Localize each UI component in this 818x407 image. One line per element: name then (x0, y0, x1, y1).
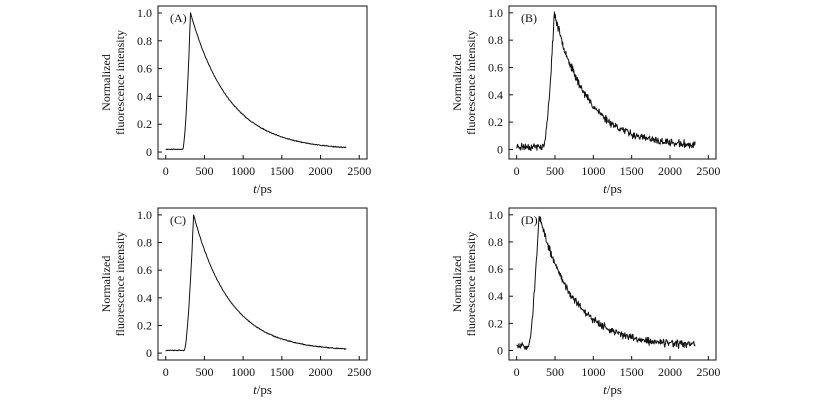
y-tick-label: 1.0 (137, 208, 152, 222)
panel-1: 0 500 1000 1500 2000 2500 0 0.2 0.4 0.6 0.8 1.0 (A) t… (99, 5, 371, 196)
y-tick-label: 0.8 (137, 34, 152, 48)
x-axis-variable: t (253, 382, 257, 397)
y-tick-label: 0.2 (488, 316, 503, 330)
x-tick-label: 1500 (620, 365, 644, 379)
panel-label: (C) (170, 213, 186, 227)
y-tick-label: 0 (146, 145, 152, 159)
y-axis-title-line2: fluorescence intensity (464, 232, 478, 337)
x-axis-title: t/ps (603, 181, 622, 196)
y-axis-title-line1: Normalized (99, 54, 113, 111)
y-tick-label: 0.2 (137, 117, 152, 131)
panel-label: (B) (521, 11, 537, 25)
y-tick-label: 0 (497, 142, 503, 156)
panel-4: 0 500 1000 1500 2000 2500 0 0.2 0.4 0.6 0.8 1.0 (D) t… (450, 207, 720, 397)
y-tick-label: 0.2 (137, 318, 152, 332)
series-line (516, 215, 696, 351)
x-tick-label: 2000 (309, 164, 333, 178)
y-axis-title-line2: fluorescence intensity (464, 30, 478, 135)
x-tick-label: 500 (546, 365, 564, 379)
y-tick-label: 0.6 (488, 60, 503, 74)
y-tick-label: 0.6 (137, 62, 152, 76)
x-axis-title: t/ps (603, 382, 622, 397)
x-axis-title: t/ps (253, 382, 272, 397)
x-tick-label: 1500 (620, 164, 644, 178)
y-axis-title-line2: fluorescence intensity (113, 30, 127, 135)
plot-frame (508, 207, 717, 361)
x-tick-label: 0 (514, 164, 520, 178)
x-tick-label: 2500 (696, 164, 720, 178)
x-tick-label: 2000 (658, 164, 682, 178)
x-tick-label: 2500 (347, 164, 371, 178)
y-axis-title-line1: Normalized (450, 54, 464, 111)
panel-3: 0 500 1000 1500 2000 2500 0 0.2 0.4 0.6 0.8 1.0 (C) t… (99, 207, 371, 397)
x-axis-unit: /ps (607, 181, 622, 196)
y-tick-label: 0 (497, 344, 503, 358)
y-axis-title-line2: fluorescence intensity (113, 232, 127, 337)
y-tick-label: 0.8 (488, 33, 503, 47)
x-tick-label: 2000 (658, 365, 682, 379)
plot-frame (508, 5, 717, 160)
series-line (165, 12, 347, 151)
x-axis-unit: /ps (257, 181, 272, 196)
y-tick-label: 0 (146, 346, 152, 360)
y-tick-label: 1.0 (488, 6, 503, 20)
x-tick-label: 2500 (696, 365, 720, 379)
y-tick-label: 0.8 (137, 236, 152, 250)
x-tick-label: 1000 (231, 164, 255, 178)
x-tick-label: 0 (514, 365, 520, 379)
x-tick-label: 1000 (581, 365, 605, 379)
y-tick-label: 0.4 (137, 291, 152, 305)
x-tick-label: 0 (163, 365, 169, 379)
x-tick-label: 500 (195, 365, 213, 379)
x-tick-label: 500 (546, 164, 564, 178)
panel-label: (A) (170, 11, 187, 25)
y-tick-label: 0.4 (488, 289, 503, 303)
series-line (165, 214, 347, 352)
x-tick-label: 1500 (270, 164, 294, 178)
x-tick-label: 1500 (270, 365, 294, 379)
x-tick-label: 2500 (347, 365, 371, 379)
panel-2: 0 500 1000 1500 2000 2500 0 0.2 0.4 0.6 0.8 1.0 (B) t… (450, 5, 720, 196)
x-axis-unit: /ps (257, 382, 272, 397)
panel-label: (D) (521, 213, 538, 227)
x-tick-label: 1000 (581, 164, 605, 178)
plot-frame (157, 207, 368, 361)
x-tick-label: 500 (195, 164, 213, 178)
y-tick-label: 1.0 (137, 6, 152, 20)
y-tick-label: 0.6 (137, 263, 152, 277)
y-tick-label: 0.2 (488, 115, 503, 129)
x-axis-variable: t (603, 181, 607, 196)
x-axis-unit: /ps (607, 382, 622, 397)
x-tick-label: 2000 (309, 365, 333, 379)
y-tick-label: 0.8 (488, 235, 503, 249)
y-tick-label: 0.4 (137, 89, 152, 103)
x-axis-variable: t (253, 181, 257, 196)
y-tick-label: 1.0 (488, 208, 503, 222)
x-axis-variable: t (603, 382, 607, 397)
y-tick-label: 0.6 (488, 262, 503, 276)
y-axis-title-line1: Normalized (450, 256, 464, 313)
y-axis-title-line1: Normalized (99, 256, 113, 313)
x-tick-label: 1000 (231, 365, 255, 379)
x-axis-title: t/ps (253, 181, 272, 196)
x-tick-label: 0 (163, 164, 169, 178)
y-tick-label: 0.4 (488, 88, 503, 102)
plot-frame (157, 5, 368, 160)
series-line (516, 11, 696, 152)
